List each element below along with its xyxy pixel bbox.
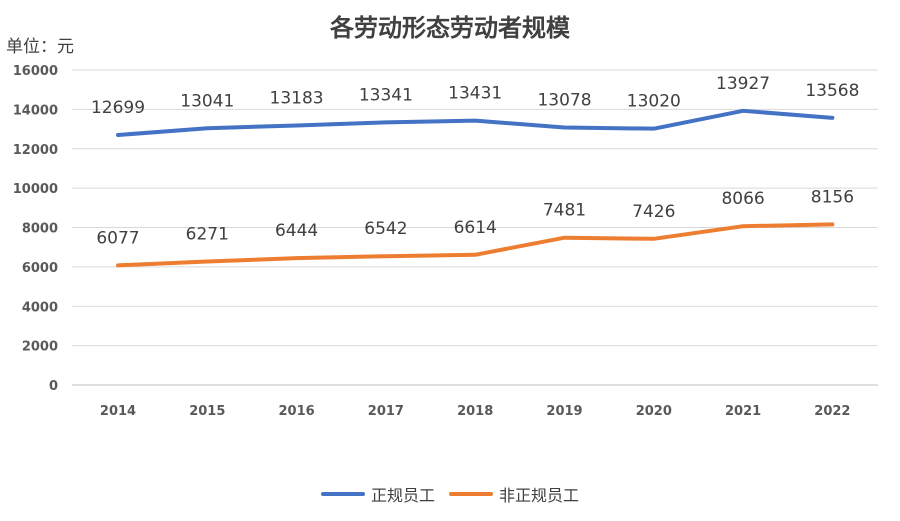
data-label: 13078 bbox=[537, 91, 591, 111]
legend-swatch-regular bbox=[320, 492, 365, 496]
legend-swatch-irregular bbox=[449, 492, 493, 496]
legend-label-regular: 正规员工 bbox=[370, 486, 435, 505]
data-label: 13568 bbox=[805, 81, 859, 101]
data-label: 6614 bbox=[454, 218, 497, 238]
chart-title: 各劳动形态劳动者规模 bbox=[330, 13, 570, 42]
x-tick-label: 2018 bbox=[457, 404, 493, 419]
legend-label-irregular: 非正规员工 bbox=[499, 486, 580, 505]
x-tick-label: 2016 bbox=[279, 404, 315, 419]
y-tick-label: 16000 bbox=[13, 64, 58, 79]
data-label: 13041 bbox=[180, 91, 234, 111]
y-tick-label: 10000 bbox=[13, 182, 58, 197]
data-label: 6077 bbox=[96, 228, 139, 248]
legend: 正规员工 非正规员工 bbox=[0, 482, 900, 506]
legend-item-regular: 正规员工 bbox=[320, 482, 435, 506]
y-tick-label: 6000 bbox=[22, 261, 58, 276]
y-tick-label: 12000 bbox=[13, 143, 58, 158]
x-tick-label: 2022 bbox=[814, 404, 850, 419]
x-tick-label: 2014 bbox=[100, 404, 136, 419]
series-line-regular bbox=[116, 108, 835, 137]
data-label: 7426 bbox=[632, 202, 675, 222]
data-label: 13341 bbox=[359, 85, 413, 105]
data-label: 6444 bbox=[275, 221, 318, 241]
y-tick-label: 4000 bbox=[22, 300, 58, 315]
data-label: 6271 bbox=[186, 225, 229, 245]
data-label: 8156 bbox=[811, 187, 854, 207]
data-label: 13183 bbox=[270, 88, 324, 108]
x-tick-label: 2020 bbox=[636, 404, 672, 419]
data-label: 8066 bbox=[721, 189, 764, 209]
x-tick-label: 2015 bbox=[189, 404, 225, 419]
data-label: 13927 bbox=[716, 74, 770, 94]
y-tick-label: 0 bbox=[49, 379, 58, 394]
unit-label: 单位：元 bbox=[6, 37, 74, 57]
data-label: 7481 bbox=[543, 201, 586, 221]
y-tick-label: 14000 bbox=[13, 103, 58, 118]
data-label: 6542 bbox=[364, 219, 407, 239]
y-tick-label: 8000 bbox=[22, 222, 58, 237]
data-label: 13020 bbox=[627, 92, 681, 112]
x-tick-label: 2017 bbox=[368, 404, 404, 419]
x-tick-label: 2021 bbox=[725, 404, 761, 419]
legend-item-irregular: 非正规员工 bbox=[449, 482, 579, 506]
x-tick-label: 2019 bbox=[546, 404, 582, 419]
data-label: 12699 bbox=[91, 98, 145, 118]
y-tick-label: 2000 bbox=[22, 340, 58, 355]
data-label: 13431 bbox=[448, 84, 502, 104]
